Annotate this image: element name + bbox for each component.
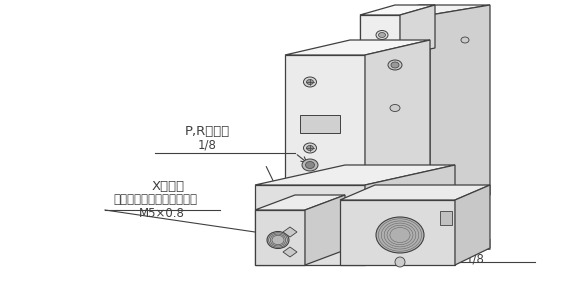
Polygon shape bbox=[283, 247, 297, 257]
Text: M5×0.8: M5×0.8 bbox=[139, 207, 185, 220]
Polygon shape bbox=[360, 15, 400, 55]
Polygon shape bbox=[400, 5, 435, 55]
Text: Xポート: Xポート bbox=[152, 180, 185, 193]
Text: Aポート: Aポート bbox=[458, 238, 491, 251]
Text: （外部パイロットポート）: （外部パイロットポート） bbox=[113, 193, 197, 206]
Polygon shape bbox=[365, 165, 455, 265]
Polygon shape bbox=[255, 165, 455, 185]
Ellipse shape bbox=[267, 232, 289, 248]
Ellipse shape bbox=[307, 80, 314, 85]
Text: 1/8: 1/8 bbox=[198, 138, 216, 151]
Bar bbox=[300, 115, 340, 133]
Ellipse shape bbox=[388, 60, 402, 70]
Text: 1/8: 1/8 bbox=[466, 252, 484, 265]
Ellipse shape bbox=[305, 161, 314, 169]
Polygon shape bbox=[365, 40, 430, 195]
Bar bbox=[440, 211, 452, 225]
Ellipse shape bbox=[391, 62, 399, 68]
Polygon shape bbox=[255, 210, 305, 265]
Ellipse shape bbox=[390, 104, 400, 112]
Ellipse shape bbox=[304, 77, 317, 87]
Ellipse shape bbox=[302, 159, 318, 171]
Polygon shape bbox=[360, 5, 435, 15]
Polygon shape bbox=[340, 200, 455, 265]
Polygon shape bbox=[285, 40, 430, 55]
Ellipse shape bbox=[376, 217, 424, 253]
Ellipse shape bbox=[376, 31, 388, 40]
Circle shape bbox=[395, 257, 405, 267]
Polygon shape bbox=[255, 195, 345, 210]
Polygon shape bbox=[305, 195, 345, 265]
Polygon shape bbox=[285, 55, 365, 195]
Ellipse shape bbox=[304, 143, 317, 153]
Polygon shape bbox=[455, 185, 490, 265]
Polygon shape bbox=[283, 227, 297, 237]
Polygon shape bbox=[255, 185, 365, 265]
Polygon shape bbox=[340, 185, 490, 200]
Polygon shape bbox=[430, 5, 490, 200]
Ellipse shape bbox=[378, 32, 385, 38]
Polygon shape bbox=[360, 5, 490, 15]
Polygon shape bbox=[360, 15, 430, 200]
Text: P,Rポート: P,Rポート bbox=[184, 125, 230, 138]
Ellipse shape bbox=[307, 146, 314, 151]
Ellipse shape bbox=[461, 37, 469, 43]
